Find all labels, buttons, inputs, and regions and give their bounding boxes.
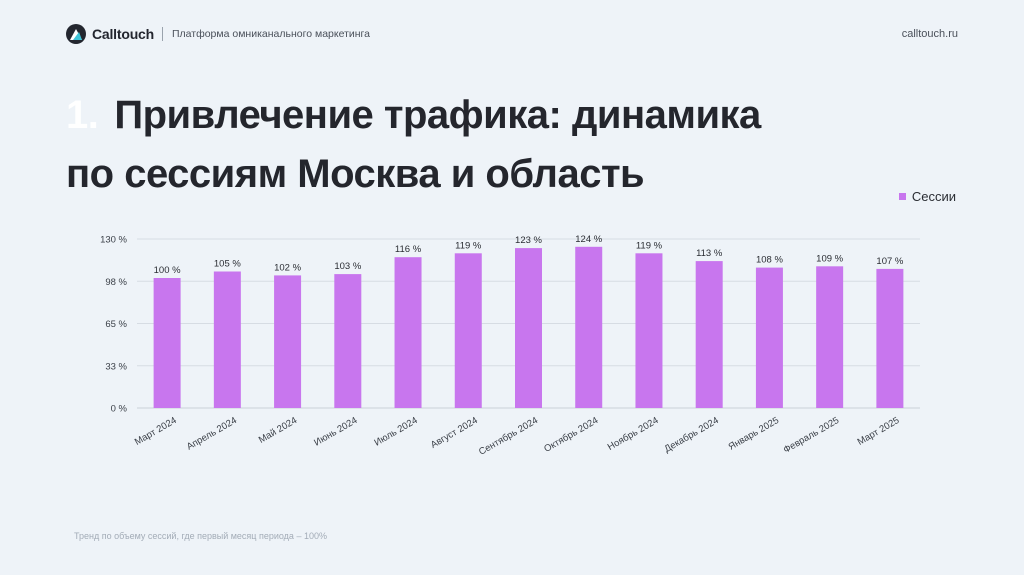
y-tick-label: 0 %	[111, 404, 128, 415]
bar-10	[695, 261, 723, 408]
x-tick-label: Декабрь 2024	[663, 415, 721, 455]
y-tick-label: 65 %	[105, 319, 127, 330]
data-label: 123 %	[515, 235, 542, 246]
data-label: 119 %	[455, 240, 482, 251]
x-tick-label: Август 2024	[429, 415, 480, 451]
x-tick-label: Март 2025	[856, 415, 902, 448]
y-tick-label: 33 %	[105, 361, 127, 372]
data-label: 108 %	[756, 255, 783, 266]
bar-7	[515, 248, 542, 408]
brand-name: Calltouch	[92, 26, 154, 42]
tagline: Платформа омниканального маркетинга	[171, 28, 370, 40]
calltouch-logo-icon	[66, 24, 86, 44]
data-label: 113 %	[696, 248, 723, 259]
data-label: 103 %	[334, 261, 361, 272]
bar-4	[334, 274, 362, 408]
x-tick-label: Июнь 2024	[312, 415, 359, 448]
bar-3	[274, 275, 302, 408]
data-label: 116 %	[395, 244, 422, 255]
x-tick-label: Март 2024	[133, 415, 179, 448]
slide-number: 1.	[66, 93, 99, 137]
bar-1	[153, 278, 181, 408]
y-tick-label: 130 %	[100, 235, 127, 246]
bar-5	[394, 257, 422, 408]
header: Calltouch Платформа омниканального марке…	[66, 22, 958, 46]
legend-label: Сессии	[911, 189, 956, 204]
bar-11	[755, 267, 783, 408]
x-tick-label: Июль 2024	[372, 415, 419, 449]
site-link[interactable]: calltouch.ru	[901, 28, 958, 40]
data-label: 124 %	[575, 234, 602, 245]
y-tick-label: 98 %	[105, 277, 127, 288]
header-divider	[161, 27, 163, 41]
bar-8	[575, 246, 603, 408]
title-line-2: по сессиям Москва и область	[66, 152, 645, 196]
x-tick-label: Февраль 2025	[782, 415, 842, 456]
sessions-bar-chart: 0 % 33 % 65 % 98 % 130 % 100 % Март 2024 105 % А…	[100, 234, 920, 458]
x-tick-label: Апрель 2024	[185, 415, 239, 453]
x-tick-label: Сентябрь 2024	[477, 415, 540, 458]
data-label: 102 %	[274, 262, 301, 273]
chart-legend: Сессии	[898, 189, 956, 204]
title-line-1: Привлечение трафика: динамика	[114, 93, 761, 137]
legend-swatch	[898, 193, 906, 200]
x-tick-label: Май 2024	[257, 415, 299, 446]
x-tick-label: Октябрь 2024	[542, 415, 600, 455]
bar-9	[635, 253, 663, 408]
bar-6	[454, 253, 482, 408]
slide-title: 1. Привлечение трафика: динамика по сесси…	[66, 86, 966, 204]
x-tick-label: Ноябрь 2024	[606, 415, 661, 453]
data-label: 109 %	[816, 253, 843, 264]
data-label: 105 %	[214, 259, 241, 270]
bar-13	[876, 268, 904, 408]
data-label: 107 %	[876, 256, 903, 267]
x-tick-label: Январь 2025	[727, 415, 781, 453]
footnote: Тренд по объему сессий, где первый месяц…	[74, 531, 327, 541]
bar-2	[213, 271, 241, 408]
data-label: 100 %	[154, 265, 181, 276]
logo[interactable]: Calltouch	[66, 24, 154, 44]
bar-12	[816, 266, 844, 408]
data-label: 119 %	[636, 240, 663, 251]
